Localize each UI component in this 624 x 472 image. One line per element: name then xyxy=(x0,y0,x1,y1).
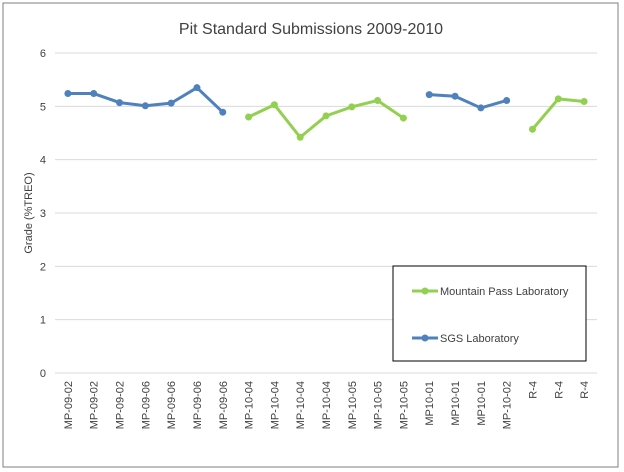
legend-label-sgs: SGS Laboratory xyxy=(440,333,519,345)
x-tick-label: MP-10-04 xyxy=(244,381,256,429)
x-tick-label: MP-09-06 xyxy=(192,381,204,429)
data-point xyxy=(348,103,356,111)
x-tick-label: R-4 xyxy=(579,381,591,399)
x-tick-label: MP-10-05 xyxy=(373,381,385,429)
legend: Mountain Pass Laboratory SGS Laboratory xyxy=(392,265,587,362)
x-axis-ticks: MP-09-02 MP-09-02 MP-09-02 MP-09-06 MP-09-06… xyxy=(63,381,591,429)
data-point xyxy=(141,102,149,110)
legend-label-mountain-pass: Mountain Pass Laboratory xyxy=(440,286,569,298)
data-point xyxy=(116,99,124,107)
data-point xyxy=(193,84,201,92)
data-point xyxy=(554,95,562,103)
data-point xyxy=(270,101,278,109)
legend-box xyxy=(392,265,587,362)
x-tick-label: MP-10-04 xyxy=(269,381,281,429)
x-tick-label: MP-09-06 xyxy=(140,381,152,429)
legend-marker-sgs xyxy=(421,334,429,342)
y-tick-label: 6 xyxy=(40,48,46,60)
x-tick-label: MP10-01 xyxy=(450,381,462,426)
y-tick-label: 1 xyxy=(40,315,46,327)
x-tick-label: MP-10-05 xyxy=(398,381,410,429)
data-point xyxy=(245,113,253,121)
y-tick-label: 2 xyxy=(40,261,46,273)
data-point xyxy=(219,108,227,116)
x-tick-label: MP-10-04 xyxy=(295,381,307,429)
x-tick-label: R-4 xyxy=(527,381,539,399)
x-tick-label: R-4 xyxy=(553,381,565,399)
data-point xyxy=(399,114,407,122)
data-point xyxy=(90,90,98,98)
data-point xyxy=(580,98,588,106)
y-tick-label: 3 xyxy=(40,208,46,220)
data-point xyxy=(503,96,511,104)
series-group xyxy=(64,84,588,141)
data-point xyxy=(425,91,433,99)
x-tick-label: MP10-01 xyxy=(476,381,488,426)
data-point xyxy=(64,90,72,98)
x-tick-label: MP-09-06 xyxy=(218,381,230,429)
x-tick-label: MP-10-05 xyxy=(347,381,359,429)
x-tick-label: MP-10-04 xyxy=(321,381,333,429)
x-tick-label: MP-09-02 xyxy=(63,381,75,429)
chart-border xyxy=(2,2,619,468)
x-tick-label: MP-09-02 xyxy=(89,381,101,429)
legend-marker-mountain-pass xyxy=(421,287,429,295)
data-point xyxy=(167,99,175,107)
y-axis-label: Grade (%TREO) xyxy=(23,172,35,253)
y-tick-label: 4 xyxy=(40,155,46,167)
y-tick-label: 0 xyxy=(40,368,46,380)
x-tick-label: MP10-01 xyxy=(424,381,436,426)
data-point xyxy=(451,92,459,100)
x-tick-label: MP-10-02 xyxy=(502,381,514,429)
y-tick-label: 5 xyxy=(40,101,46,113)
x-tick-label: MP-09-06 xyxy=(166,381,178,429)
y-axis-ticks: 0 1 2 3 4 5 6 xyxy=(40,48,46,380)
data-point xyxy=(528,125,536,133)
chart-title: Pit Standard Submissions 2009-2010 xyxy=(179,21,443,38)
data-point xyxy=(322,112,330,120)
x-tick-label: MP-09-02 xyxy=(115,381,127,429)
data-point xyxy=(477,104,485,112)
data-point xyxy=(374,96,382,104)
data-point xyxy=(296,133,304,141)
series-line xyxy=(427,93,509,110)
